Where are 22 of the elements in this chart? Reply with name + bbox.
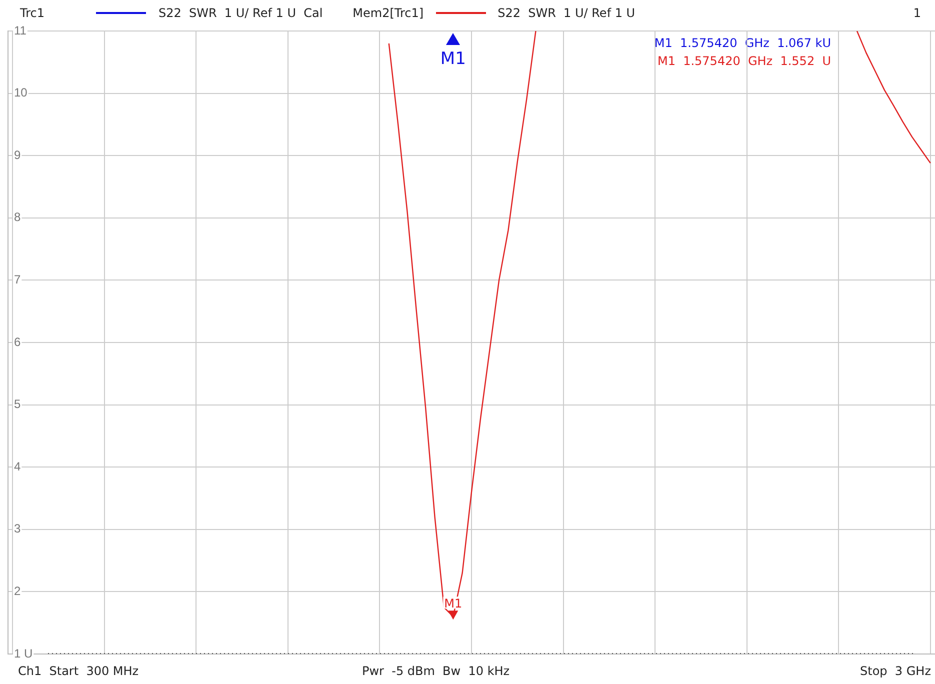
y-tick-label: 10 xyxy=(14,86,28,100)
legend-label: S22 SWR 1 U/ Ref 1 U xyxy=(498,6,636,20)
y-tick-label: 4 xyxy=(14,459,21,474)
y-tick-label: 1 U xyxy=(14,646,33,660)
y-tick-label: 6 xyxy=(14,334,21,349)
chart-title: Trc1 xyxy=(20,6,44,20)
text: Mem2[Trc1] xyxy=(352,6,424,20)
annotation: M1 xyxy=(440,49,466,69)
y-tick-label: 8 xyxy=(14,210,21,224)
text: 1 xyxy=(913,6,921,20)
annotation: M1 xyxy=(444,596,462,611)
y-tick-label: 7 xyxy=(14,272,21,287)
text: Ch1 Start 300 MHz xyxy=(18,664,139,678)
y-tick-label: 3 xyxy=(14,522,21,536)
annotation: M1 1.575420 GHz 1.552 U xyxy=(657,54,831,68)
y-tick-label: 11 xyxy=(14,23,27,38)
text: Stop 3 GHz xyxy=(860,664,931,678)
text: Pwr -5 dBm Bw 10 kHz xyxy=(362,664,510,678)
y-tick-label: 5 xyxy=(14,397,21,412)
y-tick-label: 2 xyxy=(14,584,21,598)
legend-label: S22 SWR 1 U/ Ref 1 U Cal xyxy=(158,6,323,20)
y-tick-label: 9 xyxy=(14,148,21,162)
